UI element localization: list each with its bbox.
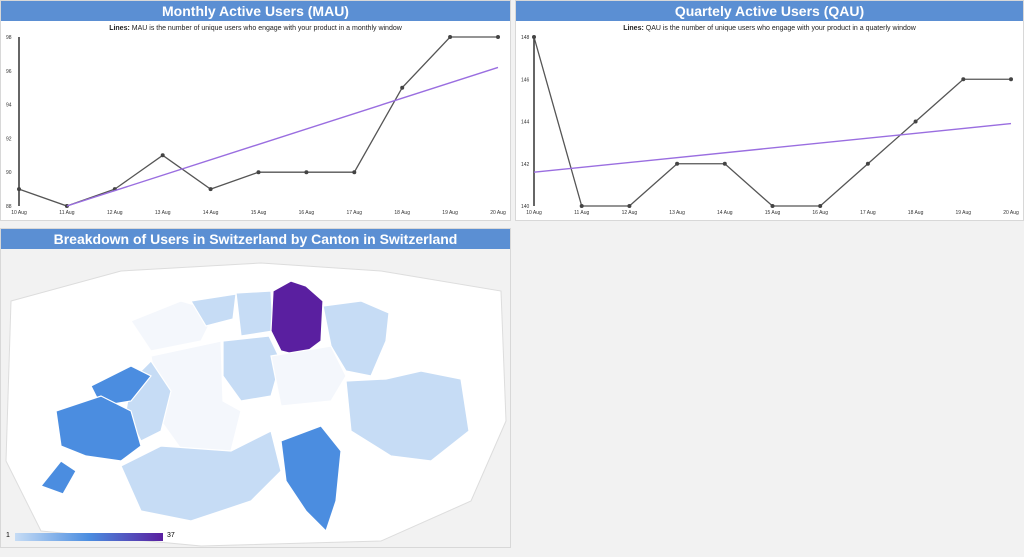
y-tick-label: 96 [6,69,12,75]
data-point [579,204,584,208]
x-tick-label: 14 Aug [203,210,219,216]
x-tick-label: 17 Aug [347,210,363,216]
x-tick-label: 17 Aug [860,210,876,216]
y-tick-label: 98 [6,35,12,41]
subtitle-text: MAU is the number of unique users who en… [129,25,402,32]
data-point [627,204,632,208]
y-tick-label: 146 [521,77,530,83]
legend-max: 37 [167,532,175,539]
y-tick-label: 94 [6,103,12,109]
data-point [675,161,680,166]
qau-subtitle: Lines: QAU is the number of unique users… [516,25,1023,32]
canton-jura [130,300,217,352]
canton-valais [120,430,282,522]
data-point [961,77,966,82]
canton-central [270,345,347,407]
canton-lucerne [222,335,282,402]
x-tick-label: 14 Aug [717,210,733,216]
x-tick-label: 19 Aug [956,210,972,216]
mau-subtitle: Lines: MAU is the number of unique users… [1,25,510,32]
x-tick-label: 16 Aug [299,210,315,216]
subtitle-text: QAU is the number of unique users who en… [643,25,916,32]
canton-bern [150,340,242,457]
y-tick-label: 140 [521,204,530,210]
canton-graubunden [345,370,470,462]
legend-min: 1 [6,532,10,539]
data-point [256,170,261,175]
data-point [448,35,453,39]
mau-panel: Monthly Active Users (MAU) Lines: MAU is… [0,0,511,221]
legend-gradient [15,533,163,541]
x-tick-label: 12 Aug [622,210,638,216]
map-title: Breakdown of Users in Switzerland by Can… [1,229,510,249]
y-tick-label: 90 [6,170,12,176]
x-tick-label: 12 Aug [107,210,123,216]
data-point [770,204,775,208]
data-point [400,85,405,90]
canton-vaud [55,395,142,462]
x-tick-label: 20 Aug [490,210,506,216]
qau-chart: 140 142 144 146 148 10 Aug 11 Aug 12 Aug 13 Aug 1… [521,35,1019,216]
series-line [533,36,1011,207]
data-point [160,153,165,158]
data-point [304,170,309,175]
trendline [533,122,1012,173]
canton-ticino [280,425,342,533]
x-tick-label: 18 Aug [394,210,410,216]
map-panel: Breakdown of Users in Switzerland by Can… [0,228,511,548]
qau-panel: Quartely Active Users (QAU) Lines: QAU i… [515,0,1024,221]
y-tick-label: 144 [521,120,530,126]
canton-geneva [40,460,77,495]
x-tick-label: 15 Aug [765,210,781,216]
x-tick-label: 11 Aug [59,210,74,216]
trendline [66,66,499,207]
series-line [18,36,498,207]
x-tick-label: 10 Aug [11,210,27,216]
data-point [496,35,500,39]
mau-chart: 88 90 92 94 96 98 10 Aug 11 Aug 12 Aug 13 Aug 14 A… [6,35,506,216]
data-point [865,161,870,166]
data-point [352,170,357,175]
data-point [722,161,727,166]
x-tick-label: 18 Aug [908,210,924,216]
x-tick-label: 13 Aug [669,210,685,216]
data-point [1009,77,1013,82]
subtitle-label: Lines: [109,25,130,32]
data-point [818,204,823,208]
x-tick-label: 19 Aug [442,210,458,216]
x-tick-label: 20 Aug [1003,210,1019,216]
y-tick-label: 92 [6,136,12,142]
x-tick-label: 11 Aug [574,210,589,216]
canton-aargau [235,290,274,337]
x-tick-label: 16 Aug [812,210,828,216]
canton-basel [190,293,237,327]
y-tick-label: 88 [6,204,12,210]
mau-title: Monthly Active Users (MAU) [1,1,510,21]
data-point [913,119,918,124]
qau-title: Quartely Active Users (QAU) [516,1,1023,21]
x-tick-label: 10 Aug [526,210,542,216]
data-point [17,187,21,192]
switzerland-map[interactable] [1,249,510,547]
subtitle-label: Lines: [623,25,644,32]
y-tick-label: 148 [521,35,530,41]
data-point [532,35,536,39]
y-tick-label: 142 [521,162,530,168]
canton-zurich [270,280,324,357]
x-tick-label: 13 Aug [155,210,171,216]
x-tick-label: 15 Aug [251,210,267,216]
data-point [208,187,213,192]
